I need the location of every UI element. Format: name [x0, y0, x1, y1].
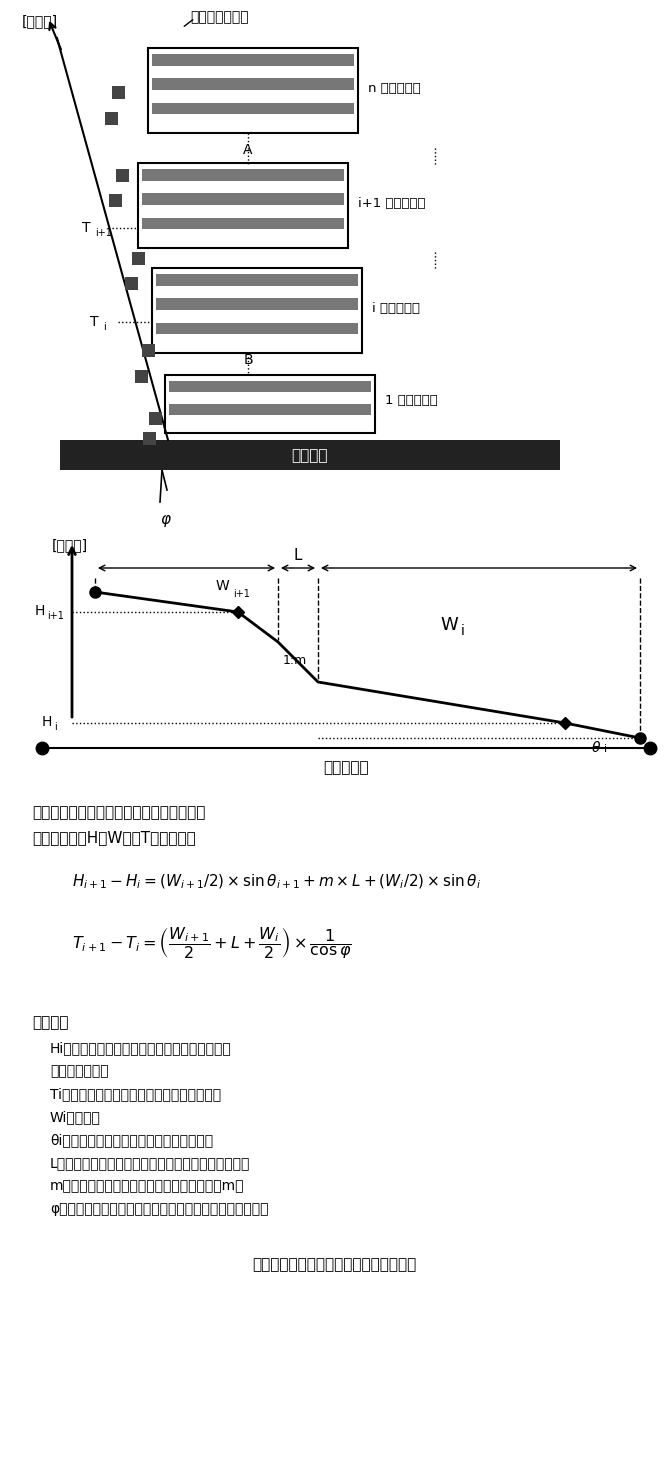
- Text: i+1 番目の圃場: i+1 番目の圃場: [358, 197, 426, 210]
- Bar: [134, 369, 148, 382]
- Text: ここで、: ここで、: [32, 1014, 69, 1030]
- Text: [縦断図]: [縦断図]: [52, 538, 88, 553]
- Text: Wi：短辺長: Wi：短辺長: [50, 1110, 101, 1125]
- Bar: [156, 273, 358, 285]
- Bar: [142, 218, 344, 229]
- Text: i+1: i+1: [95, 228, 112, 238]
- Text: i: i: [103, 322, 106, 332]
- Text: A: A: [243, 143, 253, 157]
- Text: 隣接圃場の相対位置と標高差には下式の関: 隣接圃場の相対位置と標高差には下式の関: [32, 806, 205, 820]
- Text: φ: φ: [160, 512, 170, 528]
- Text: m：　法面勾配（法底面長さ：法面高＝１：m）: m： 法面勾配（法底面長さ：法面高＝１：m）: [50, 1179, 244, 1194]
- Text: 1 番目の圃場: 1 番目の圃場: [385, 394, 438, 407]
- Bar: [138, 163, 348, 248]
- Text: n 番目の圃場: n 番目の圃場: [368, 81, 421, 94]
- Bar: [124, 276, 138, 290]
- Text: 図１　区画規模・配置決定定式化の概念: 図１ 区画規模・配置決定定式化の概念: [252, 1257, 416, 1272]
- Text: L：　圃場間法面幅（圃場間標高差から一意に決定）: L： 圃場間法面幅（圃場間標高差から一意に決定）: [50, 1155, 250, 1170]
- Text: W: W: [216, 579, 230, 592]
- Text: 標高値）: 標高値）: [50, 1064, 109, 1078]
- Bar: [148, 412, 162, 425]
- Text: L: L: [294, 548, 302, 563]
- Bar: [152, 78, 354, 90]
- Text: 畝間移動レール: 畝間移動レール: [190, 10, 248, 24]
- Text: B: B: [243, 353, 253, 368]
- Bar: [60, 440, 560, 470]
- Bar: [152, 103, 354, 115]
- Bar: [142, 432, 156, 444]
- Text: i 番目の圃場: i 番目の圃場: [372, 301, 420, 315]
- Bar: [142, 169, 344, 181]
- Text: i: i: [604, 744, 607, 754]
- Bar: [169, 381, 371, 392]
- Bar: [142, 344, 154, 357]
- Text: H: H: [35, 604, 45, 617]
- Text: i+1: i+1: [47, 612, 64, 620]
- Text: Hi：圃場標高（畝間移動レールとの接続点での: Hi：圃場標高（畝間移動レールとの接続点での: [50, 1041, 232, 1055]
- Bar: [156, 322, 358, 334]
- Text: 1:m: 1:m: [283, 654, 307, 667]
- Bar: [116, 169, 128, 181]
- Text: Ti：畝間移動レール起点から圃場までの距離: Ti：畝間移動レール起点から圃場までの距離: [50, 1086, 221, 1101]
- Bar: [132, 251, 144, 265]
- Text: i: i: [54, 722, 57, 732]
- Text: θ: θ: [592, 741, 601, 756]
- Bar: [169, 404, 371, 415]
- Text: T: T: [82, 220, 90, 235]
- Text: θi：圃場勾配（現況地形の勾配から導出）: θi：圃場勾配（現況地形の勾配から導出）: [50, 1133, 213, 1147]
- Bar: [148, 49, 358, 132]
- Text: i+1: i+1: [233, 589, 250, 598]
- Bar: [152, 54, 354, 66]
- Bar: [142, 194, 344, 204]
- Bar: [152, 268, 362, 353]
- Bar: [165, 375, 375, 434]
- Text: φ：　畝間移動レールと圃場内移動レールの交差角の補角: φ： 畝間移動レールと圃場内移動レールの交差角の補角: [50, 1202, 269, 1216]
- Text: i: i: [461, 623, 465, 638]
- Text: [平面図]: [平面図]: [22, 15, 58, 28]
- Bar: [112, 85, 124, 98]
- Text: Ａ－Ｂ断面: Ａ－Ｂ断面: [323, 760, 369, 775]
- Text: 耕作道路: 耕作道路: [292, 448, 328, 463]
- Text: T: T: [90, 315, 98, 329]
- Text: H: H: [42, 714, 52, 729]
- Text: $T_{i+1} - T_i = \left(\dfrac{W_{i+1}}{2} + L + \dfrac{W_i}{2}\right)\times\dfra: $T_{i+1} - T_i = \left(\dfrac{W_{i+1}}{2…: [72, 925, 352, 961]
- Bar: [108, 194, 122, 206]
- Bar: [104, 112, 118, 125]
- Bar: [156, 298, 358, 310]
- Text: 係が成立し、HとWからTが求まる。: 係が成立し、HとWからTが求まる。: [32, 831, 196, 845]
- Text: $H_{i+1} - H_i = (W_{i+1}/2)\times\sin\theta_{i+1} + m\times L + (W_i/2)\times\s: $H_{i+1} - H_i = (W_{i+1}/2)\times\sin\t…: [72, 873, 481, 891]
- Text: W: W: [440, 616, 458, 634]
